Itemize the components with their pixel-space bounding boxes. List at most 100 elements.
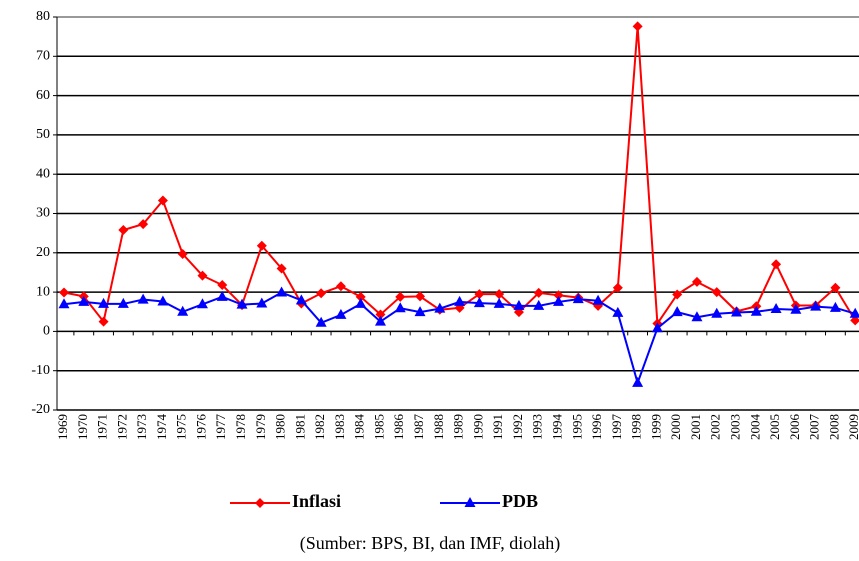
x-tick-label: 1994 xyxy=(549,414,564,441)
y-tick-label: -20 xyxy=(31,402,50,417)
x-tick-label: 1987 xyxy=(411,414,426,441)
x-tick-label: 1991 xyxy=(490,414,505,440)
point xyxy=(473,297,485,308)
point xyxy=(829,301,841,312)
x-tick-label: 1972 xyxy=(114,414,129,440)
point xyxy=(849,307,859,318)
point xyxy=(374,315,386,326)
point xyxy=(375,309,386,320)
x-tick-label: 1973 xyxy=(134,414,149,440)
point xyxy=(553,290,564,301)
point xyxy=(335,308,347,319)
y-tick-label: -10 xyxy=(31,363,50,378)
point xyxy=(276,263,287,274)
x-tick-label: 1984 xyxy=(352,414,367,441)
x-tick-label: 2008 xyxy=(826,414,841,440)
x-tick-label: 2000 xyxy=(668,414,683,440)
x-tick-label: 1992 xyxy=(510,414,525,440)
point xyxy=(494,289,505,300)
point xyxy=(137,293,149,304)
point xyxy=(771,259,782,270)
point xyxy=(415,291,426,302)
x-tick-label: 2007 xyxy=(807,414,822,441)
point xyxy=(256,240,267,251)
point xyxy=(493,297,505,308)
x-tick-label: 1996 xyxy=(589,414,604,441)
point xyxy=(414,306,426,317)
point xyxy=(98,316,109,327)
point xyxy=(731,306,743,317)
point xyxy=(711,287,722,298)
point xyxy=(117,297,129,308)
point xyxy=(256,297,268,308)
x-tick-label: 1976 xyxy=(193,414,208,441)
point xyxy=(177,248,188,259)
point xyxy=(691,276,702,287)
point xyxy=(355,291,366,302)
x-tick-label: 1981 xyxy=(292,414,307,440)
point xyxy=(612,282,623,293)
point xyxy=(672,289,683,300)
x-tick-label: 1975 xyxy=(174,414,189,440)
x-tick-label: 2003 xyxy=(728,414,743,440)
x-tick-label: 1995 xyxy=(569,414,584,440)
point xyxy=(750,305,762,316)
x-tick-label: 1974 xyxy=(154,414,169,441)
legend-label: Inflasi xyxy=(292,491,341,511)
point xyxy=(98,297,110,308)
x-tick-label: 1989 xyxy=(451,414,466,440)
y-tick-label: 60 xyxy=(36,88,50,103)
point xyxy=(850,315,859,326)
point xyxy=(572,293,584,304)
point xyxy=(474,289,485,300)
x-tick-label: 1983 xyxy=(332,414,347,440)
point xyxy=(513,299,525,310)
point xyxy=(335,281,346,292)
point xyxy=(118,225,129,236)
point xyxy=(770,302,782,313)
point xyxy=(711,307,723,318)
y-tick-label: 80 xyxy=(36,9,50,24)
point xyxy=(217,280,228,291)
point xyxy=(454,295,466,306)
point xyxy=(434,302,446,313)
point xyxy=(295,294,307,305)
y-tick-label: 70 xyxy=(36,49,50,64)
y-tick-label: 50 xyxy=(36,127,50,142)
point xyxy=(236,298,248,309)
point xyxy=(355,297,367,308)
x-tick-label: 1971 xyxy=(95,414,110,440)
x-tick-label: 1969 xyxy=(55,414,70,440)
point xyxy=(395,291,406,302)
x-tick-label: 1993 xyxy=(530,414,545,440)
point xyxy=(632,21,643,32)
x-tick-label: 1980 xyxy=(273,414,288,440)
x-tick-label: 1999 xyxy=(648,414,663,440)
point xyxy=(464,497,476,507)
point xyxy=(138,219,149,230)
y-tick-label: 40 xyxy=(36,166,50,181)
x-tick-label: 2005 xyxy=(767,414,782,440)
point xyxy=(316,288,327,299)
point xyxy=(157,195,168,206)
x-tick-label: 2006 xyxy=(787,414,802,441)
y-tick-label: 30 xyxy=(36,206,50,221)
point xyxy=(177,305,189,316)
x-tick-label: 2004 xyxy=(747,414,762,441)
point xyxy=(196,298,208,309)
x-tick-label: 1978 xyxy=(233,414,248,440)
x-tick-label: 1985 xyxy=(371,414,386,440)
point xyxy=(632,376,644,387)
point xyxy=(59,287,69,298)
x-tick-label: 1988 xyxy=(431,414,446,440)
series-line xyxy=(63,26,857,327)
x-tick-label: 1982 xyxy=(312,414,327,440)
x-tick-label: 1979 xyxy=(253,414,268,440)
point xyxy=(592,294,604,305)
point xyxy=(553,295,564,306)
x-tick-label: 1998 xyxy=(629,414,644,440)
point xyxy=(197,270,208,281)
y-tick-label: 20 xyxy=(36,245,50,260)
